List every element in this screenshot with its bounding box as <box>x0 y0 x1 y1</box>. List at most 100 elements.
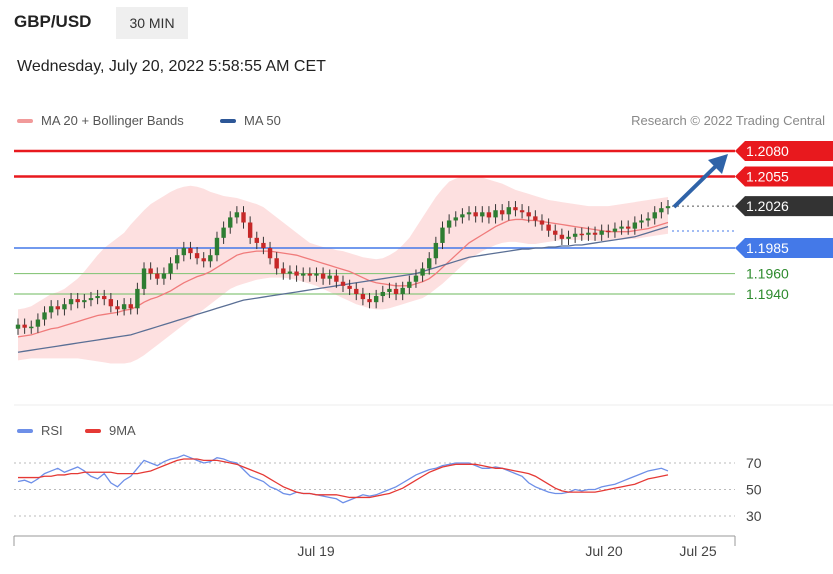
candle-body <box>639 220 644 223</box>
candle-body <box>181 248 187 256</box>
candle-body <box>301 273 306 276</box>
rsi-tick-label: 30 <box>746 508 762 524</box>
candle-body <box>645 218 651 221</box>
level-label: 1.1985 <box>746 240 789 256</box>
rsi-ma-label: 9MA <box>109 423 136 438</box>
candle-body <box>234 212 240 218</box>
rsi-ma-swatch <box>85 428 101 433</box>
candle-body <box>387 288 392 292</box>
x-tick-label: Jul 25 <box>679 543 717 559</box>
candle-body <box>539 220 545 225</box>
x-tick-label: Jul 19 <box>297 543 335 559</box>
candle-body <box>480 212 485 217</box>
candle-body <box>334 275 339 282</box>
level-label: 1.2055 <box>746 169 789 185</box>
candle-body <box>48 306 54 313</box>
candle-body <box>161 273 167 279</box>
candle-body <box>453 217 458 221</box>
rsi-swatch <box>17 428 33 433</box>
candle-body <box>327 275 332 279</box>
candle-body <box>320 273 326 279</box>
candle-body <box>446 220 452 228</box>
ma50-label: MA 50 <box>244 113 281 128</box>
symbol-title: GBP/USD <box>14 12 92 31</box>
candle-body <box>208 255 213 262</box>
level-tag <box>735 141 833 161</box>
target-arrow-head <box>708 154 728 174</box>
candle-body <box>427 258 432 269</box>
candle-body <box>68 299 74 305</box>
candle-body <box>168 263 173 274</box>
level-label: 1.2080 <box>746 143 789 159</box>
rsi-tick-label: 70 <box>746 455 762 471</box>
candle-body <box>499 210 505 215</box>
candle-body <box>55 306 60 310</box>
candle-body <box>201 258 206 262</box>
candle-body <box>466 212 472 215</box>
candle-body <box>155 273 160 279</box>
candle-body <box>626 226 631 229</box>
x-tick-label: Jul 20 <box>585 543 623 559</box>
candle-body <box>579 233 584 236</box>
level-tag <box>735 196 833 217</box>
candle-body <box>108 299 114 307</box>
candle-body <box>267 248 273 259</box>
candle-body <box>413 275 419 282</box>
rsi-line <box>17 454 669 504</box>
candle-body <box>380 291 385 297</box>
candle-body <box>148 268 153 274</box>
candle-body <box>29 326 34 329</box>
candle-body <box>354 288 359 294</box>
candle-body <box>42 312 47 320</box>
candle-body <box>121 304 127 310</box>
candle-body <box>174 255 180 264</box>
candle-body <box>612 228 618 232</box>
candle-body <box>526 212 531 217</box>
candle-body <box>373 296 379 303</box>
candle-body <box>592 232 598 235</box>
candle-body <box>407 281 412 288</box>
candle-body <box>440 227 445 243</box>
rsi-ma-line <box>18 458 669 499</box>
candle-body <box>194 253 200 259</box>
level-label: 1.1940 <box>746 286 789 302</box>
candle-body <box>247 222 253 238</box>
candle-body <box>519 210 525 213</box>
candle-body <box>533 216 538 221</box>
candle-body <box>367 299 372 303</box>
candle-body <box>393 288 399 294</box>
candle-body <box>128 304 133 309</box>
candle-body <box>473 212 478 217</box>
candle-body <box>619 226 624 229</box>
candle-body <box>135 288 140 309</box>
candle-body <box>553 230 558 235</box>
candle-body <box>486 212 492 218</box>
candle-body <box>281 268 286 274</box>
candle-body <box>513 207 518 211</box>
candle-body <box>360 294 366 300</box>
legend-rsi: RSI <box>17 423 63 438</box>
candle-body <box>228 217 233 228</box>
candle-body <box>420 268 425 276</box>
candle-body <box>433 242 439 259</box>
candle-body <box>559 234 565 239</box>
candle-body <box>493 210 498 218</box>
level-tag <box>735 166 833 187</box>
timeframe-badge[interactable]: 30 MIN <box>116 7 188 39</box>
ma20-label: MA 20 + Bollinger Bands <box>41 113 184 128</box>
ma20-line <box>17 218 669 338</box>
candle-body <box>566 236 571 239</box>
target-arrow-shaft <box>672 162 720 209</box>
candle-body <box>307 273 313 276</box>
rsi-label: RSI <box>41 423 63 438</box>
level-label: 1.1960 <box>746 266 789 282</box>
candle-body <box>102 296 107 300</box>
candle-body <box>188 248 193 254</box>
candle-body <box>22 324 27 328</box>
candle-body <box>82 300 87 303</box>
candle-body <box>572 233 578 237</box>
candle-body <box>254 237 259 243</box>
candle-body <box>632 222 638 229</box>
legend-rsi-ma: 9MA <box>85 423 136 438</box>
